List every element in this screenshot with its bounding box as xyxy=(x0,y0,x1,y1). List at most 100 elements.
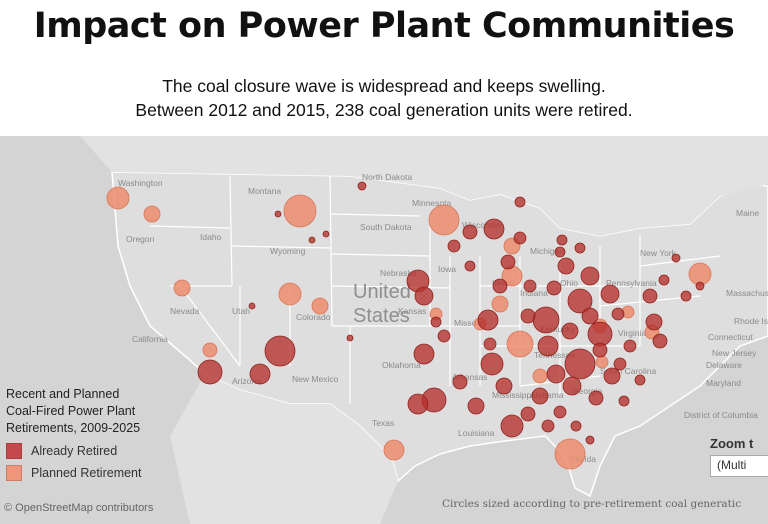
retired-plant-bubble[interactable] xyxy=(574,242,586,254)
retired-plant-bubble[interactable] xyxy=(513,231,527,245)
planned-plant-bubble[interactable] xyxy=(491,295,509,313)
planned-plant-bubble[interactable] xyxy=(311,297,329,315)
planned-plant-bubble[interactable] xyxy=(173,279,191,297)
retired-plant-bubble[interactable] xyxy=(623,339,637,353)
map-attribution[interactable]: © OpenStreetMap contributors xyxy=(4,502,154,514)
retired-plant-bubble[interactable] xyxy=(480,352,504,376)
planned-plant-bubble[interactable] xyxy=(532,368,548,384)
retired-plant-bubble[interactable] xyxy=(588,390,604,406)
retired-plant-bubble[interactable] xyxy=(531,387,549,405)
retired-plant-bubble[interactable] xyxy=(557,257,575,275)
retired-plant-bubble[interactable] xyxy=(695,281,705,291)
retired-plant-bubble[interactable] xyxy=(197,359,223,385)
zoom-select[interactable]: (Multi xyxy=(710,455,768,477)
retired-plant-bubble[interactable] xyxy=(603,367,621,385)
retired-plant-bubble[interactable] xyxy=(600,284,620,304)
retired-plant-bubble[interactable] xyxy=(483,337,497,351)
retired-plant-bubble[interactable] xyxy=(500,254,516,270)
retired-plant-bubble[interactable] xyxy=(658,274,670,286)
retired-plant-bubble[interactable] xyxy=(613,357,627,371)
retired-plant-bubble[interactable] xyxy=(413,343,435,365)
state-label: Tennessee xyxy=(534,350,575,360)
planned-plant-bubble[interactable] xyxy=(506,330,534,358)
retired-plant-bubble[interactable] xyxy=(248,302,256,310)
retired-plant-bubble[interactable] xyxy=(581,307,599,325)
retired-plant-bubble[interactable] xyxy=(645,313,663,331)
state-label: New York xyxy=(640,248,677,258)
retired-plant-bubble[interactable] xyxy=(414,286,434,306)
state-label: Delaware xyxy=(706,360,742,370)
size-footnote: Circles sized according to pre-retiremen… xyxy=(442,498,742,510)
retired-plant-bubble[interactable] xyxy=(322,230,330,238)
retired-plant-bubble[interactable] xyxy=(532,306,560,334)
retired-plant-bubble[interactable] xyxy=(477,309,499,331)
retired-plant-bubble[interactable] xyxy=(634,374,646,386)
retired-plant-bubble[interactable] xyxy=(562,376,582,396)
retired-plant-bubble[interactable] xyxy=(437,329,451,343)
retired-plant-bubble[interactable] xyxy=(500,414,524,438)
map-canvas[interactable]: Washington Montana North Dakota South Dakot… xyxy=(0,136,768,524)
retired-plant-bubble[interactable] xyxy=(570,420,582,432)
retired-plant-bubble[interactable] xyxy=(464,260,476,272)
legend-title: Recent and Planned Coal-Fired Power Plan… xyxy=(6,387,141,435)
retired-plant-bubble[interactable] xyxy=(492,278,508,294)
retired-plant-bubble[interactable] xyxy=(308,236,316,244)
retired-plant-bubble[interactable] xyxy=(357,181,367,191)
retired-plant-bubble[interactable] xyxy=(546,364,566,384)
planned-plant-bubble[interactable] xyxy=(283,194,317,228)
retired-plant-bubble[interactable] xyxy=(537,335,559,357)
retired-plant-bubble[interactable] xyxy=(430,316,442,328)
retired-plant-bubble[interactable] xyxy=(520,308,536,324)
retired-plant-bubble[interactable] xyxy=(520,406,536,422)
state-label: South Carolina xyxy=(600,366,657,376)
retired-plant-bubble[interactable] xyxy=(592,342,608,358)
state-label: Mississippi xyxy=(492,390,533,400)
retired-plant-bubble[interactable] xyxy=(274,210,282,218)
planned-plant-bubble[interactable] xyxy=(383,439,405,461)
retired-plant-bubble[interactable] xyxy=(680,290,692,302)
retired-plant-bubble[interactable] xyxy=(554,246,566,258)
retired-plant-bubble[interactable] xyxy=(541,419,555,433)
retired-plant-bubble[interactable] xyxy=(407,393,429,415)
retired-plant-bubble[interactable] xyxy=(452,374,468,390)
retired-plant-bubble[interactable] xyxy=(523,279,537,293)
retired-plant-bubble[interactable] xyxy=(652,333,668,349)
retired-plant-bubble[interactable] xyxy=(346,334,354,342)
plant-bubble-layer[interactable] xyxy=(106,181,712,470)
state-label-layer: Washington Montana North Dakota South Dakot… xyxy=(118,172,768,464)
legend-swatch-planned-retirement xyxy=(6,465,22,481)
legend-item-already-retired[interactable]: Already Retired xyxy=(6,443,196,459)
retired-plant-bubble[interactable] xyxy=(587,321,613,347)
retired-plant-bubble[interactable] xyxy=(264,335,296,367)
retired-plant-bubble[interactable] xyxy=(671,253,681,263)
retired-plant-bubble[interactable] xyxy=(514,196,526,208)
planned-plant-bubble[interactable] xyxy=(554,438,586,470)
retired-plant-bubble[interactable] xyxy=(564,348,596,380)
retired-plant-bubble[interactable] xyxy=(249,363,271,385)
retired-plant-bubble[interactable] xyxy=(483,218,505,240)
retired-plant-bubble[interactable] xyxy=(611,307,625,321)
retired-plant-bubble[interactable] xyxy=(567,288,593,314)
retired-plant-bubble[interactable] xyxy=(642,288,658,304)
page-title: Impact on Power Plant Communities xyxy=(33,6,735,46)
planned-plant-bubble[interactable] xyxy=(143,205,161,223)
retired-plant-bubble[interactable] xyxy=(580,266,600,286)
retirements-map[interactable]: Washington Montana North Dakota South Dakot… xyxy=(0,136,768,524)
retired-plant-bubble[interactable] xyxy=(495,377,513,395)
planned-plant-bubble[interactable] xyxy=(595,355,609,369)
legend-item-planned-retirement[interactable]: Planned Retirement xyxy=(6,465,196,481)
retired-plant-bubble[interactable] xyxy=(467,397,485,415)
retired-plant-bubble[interactable] xyxy=(561,322,579,340)
state-label: Rhode Island xyxy=(734,316,768,326)
planned-plant-bubble[interactable] xyxy=(106,186,130,210)
planned-plant-bubble[interactable] xyxy=(428,204,460,236)
retired-plant-bubble[interactable] xyxy=(585,435,595,445)
retired-plant-bubble[interactable] xyxy=(462,224,478,240)
retired-plant-bubble[interactable] xyxy=(618,395,630,407)
retired-plant-bubble[interactable] xyxy=(553,405,567,419)
retired-plant-bubble[interactable] xyxy=(556,234,568,246)
retired-plant-bubble[interactable] xyxy=(546,280,562,296)
planned-plant-bubble[interactable] xyxy=(202,342,218,358)
planned-plant-bubble[interactable] xyxy=(278,282,302,306)
retired-plant-bubble[interactable] xyxy=(447,239,461,253)
